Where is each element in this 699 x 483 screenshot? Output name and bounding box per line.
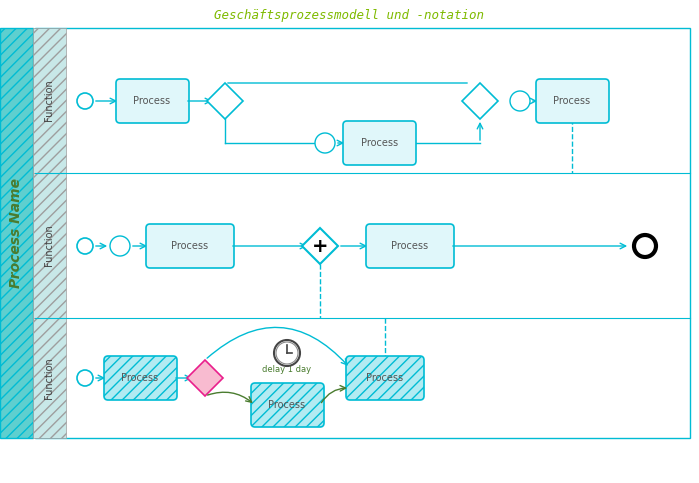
Text: Process: Process xyxy=(171,241,208,251)
Text: Process: Process xyxy=(554,96,591,106)
Circle shape xyxy=(110,236,130,256)
FancyBboxPatch shape xyxy=(35,28,690,438)
Text: Function: Function xyxy=(44,357,54,399)
FancyBboxPatch shape xyxy=(33,318,66,438)
Text: Process: Process xyxy=(122,373,159,383)
Polygon shape xyxy=(187,360,223,396)
Text: Function: Function xyxy=(44,80,54,121)
Circle shape xyxy=(77,370,93,386)
Circle shape xyxy=(510,91,530,111)
Text: Geschäftsprozessmodell und -notation: Geschäftsprozessmodell und -notation xyxy=(214,9,484,22)
Circle shape xyxy=(77,238,93,254)
Text: +: + xyxy=(312,237,329,256)
Circle shape xyxy=(315,133,335,153)
Circle shape xyxy=(634,235,656,257)
Text: Process: Process xyxy=(134,96,171,106)
FancyBboxPatch shape xyxy=(116,79,189,123)
FancyBboxPatch shape xyxy=(0,28,33,438)
Text: Process: Process xyxy=(366,373,403,383)
Circle shape xyxy=(77,93,93,109)
Text: delay 1 day: delay 1 day xyxy=(262,365,312,374)
Polygon shape xyxy=(207,83,243,119)
Polygon shape xyxy=(462,83,498,119)
Circle shape xyxy=(274,340,300,366)
FancyBboxPatch shape xyxy=(146,224,234,268)
Circle shape xyxy=(276,342,298,364)
FancyBboxPatch shape xyxy=(343,121,416,165)
Text: Process: Process xyxy=(361,138,398,148)
FancyBboxPatch shape xyxy=(366,224,454,268)
Polygon shape xyxy=(302,228,338,264)
FancyBboxPatch shape xyxy=(33,173,66,318)
FancyBboxPatch shape xyxy=(33,28,66,173)
FancyBboxPatch shape xyxy=(251,383,324,427)
Text: Process: Process xyxy=(268,400,305,410)
Text: Process Name: Process Name xyxy=(9,178,23,288)
FancyBboxPatch shape xyxy=(104,356,177,400)
Text: Process: Process xyxy=(391,241,428,251)
Text: Function: Function xyxy=(44,225,54,267)
FancyBboxPatch shape xyxy=(536,79,609,123)
FancyBboxPatch shape xyxy=(346,356,424,400)
